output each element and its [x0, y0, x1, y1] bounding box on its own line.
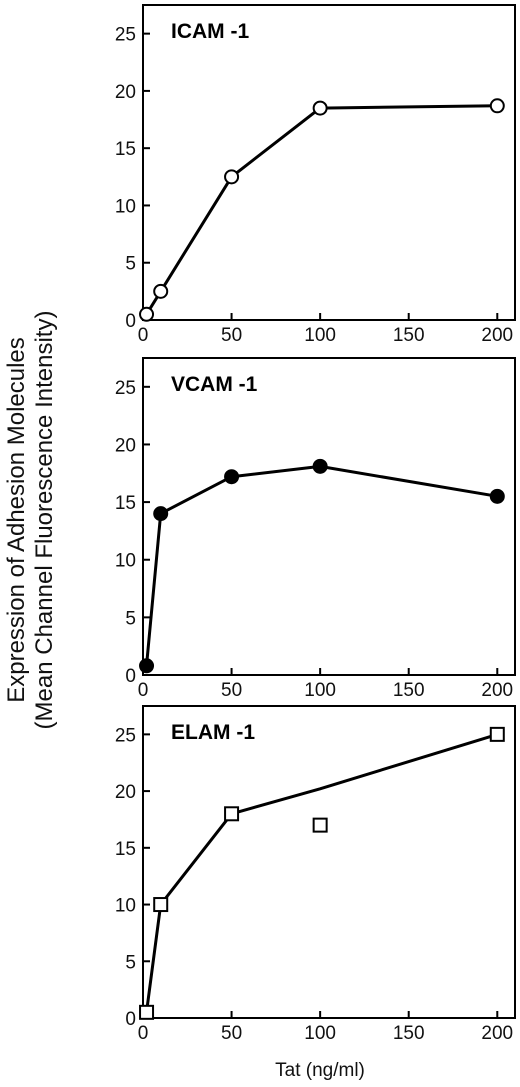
x-tick-label: 200	[481, 1023, 513, 1044]
x-tick-label: 100	[304, 1023, 336, 1044]
plot-frame	[142, 705, 516, 1019]
data-point-filled-circle	[312, 458, 328, 474]
y-tick-label: 20	[115, 782, 136, 803]
plot-icam-1: 0 5 10 15 20 25 0 50 100 150 200 ICAM -1	[115, 4, 516, 346]
series-line	[145, 104, 498, 316]
data-point-open-square	[489, 726, 505, 742]
data-point-open-circle	[489, 98, 505, 114]
y-tick-label: 25	[115, 725, 136, 746]
plot-vcam-1: 0 5 10 15 20 25 0 50 100 150 200 VCAM -1	[115, 357, 516, 701]
x-tick-label: 100	[304, 325, 336, 346]
plot-title: ICAM -1	[171, 20, 249, 43]
y-tick-label: 10	[115, 551, 136, 572]
y-tick-label: 0	[125, 311, 136, 332]
y-tick-label: 25	[115, 25, 136, 46]
y-tick-label: 5	[125, 608, 136, 629]
series-line	[145, 732, 498, 1013]
x-tick-label: 50	[221, 325, 242, 346]
data-point-filled-circle	[489, 488, 505, 504]
x-tick-label: 0	[138, 680, 149, 701]
y-tick-label: 15	[115, 493, 136, 514]
y-tick-label: 15	[115, 839, 136, 860]
y-tick-label: 25	[115, 378, 136, 399]
x-tick-label: 200	[481, 680, 513, 701]
data-point-open-square	[139, 1004, 155, 1020]
y-tick-label: 5	[125, 952, 136, 973]
y-axis-label-line2: (Mean Channel Fluorescence Intensity)	[31, 311, 58, 730]
x-tick-label: 50	[221, 1023, 242, 1044]
y-tick-label: 20	[115, 435, 136, 456]
x-tick-label: 150	[393, 680, 425, 701]
y-tick-label: 10	[115, 896, 136, 917]
y-tick-label: 0	[125, 666, 136, 687]
x-tick-label: 150	[393, 1023, 425, 1044]
y-tick-label: 10	[115, 196, 136, 217]
y-tick-label: 20	[115, 82, 136, 103]
x-tick-label: 50	[221, 680, 242, 701]
y-axis-label-line1: Expression of Adhesion Molecules	[3, 337, 30, 703]
data-point-open-square	[312, 817, 328, 833]
plot-elam-1: 0 5 10 15 20 25 0 50 100 150 200 ELAM -1	[115, 705, 516, 1044]
series-line	[145, 464, 498, 666]
plot-title: ELAM -1	[171, 721, 255, 744]
data-point-open-circle	[139, 306, 155, 322]
y-tick-label: 15	[115, 139, 136, 160]
plot-frame	[142, 357, 516, 676]
data-point-filled-circle	[224, 469, 240, 485]
data-point-filled-circle	[139, 658, 155, 674]
x-axis-label: Tat (ng/ml)	[275, 1060, 365, 1081]
x-tick-label: 150	[393, 325, 425, 346]
data-point-open-square	[224, 806, 240, 822]
data-point-open-circle	[224, 169, 240, 185]
y-tick-label: 0	[125, 1009, 136, 1030]
data-point-filled-circle	[153, 506, 169, 522]
plot-title: VCAM -1	[171, 373, 258, 396]
y-tick-label: 5	[125, 254, 136, 275]
data-point-open-circle	[312, 100, 328, 116]
data-point-open-circle	[153, 283, 169, 299]
x-tick-label: 100	[304, 680, 336, 701]
data-point-open-square	[153, 897, 169, 913]
x-tick-label: 200	[481, 325, 513, 346]
plot-frame	[142, 4, 516, 321]
x-tick-label: 0	[138, 1023, 149, 1044]
x-tick-label: 0	[138, 325, 149, 346]
